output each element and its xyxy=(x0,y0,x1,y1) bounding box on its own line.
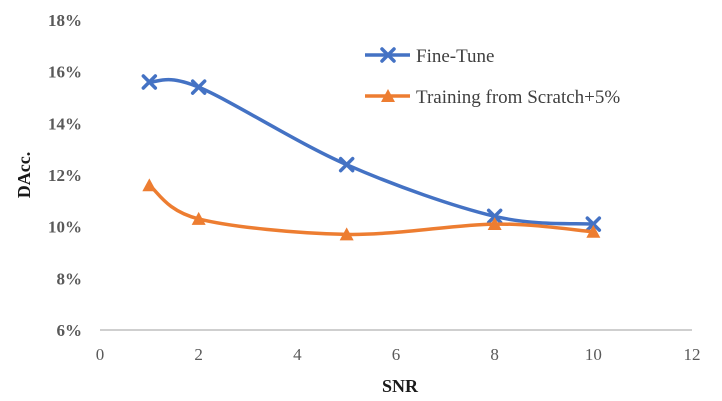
y-tick-label: 14% xyxy=(48,114,82,133)
x-tick-label: 0 xyxy=(96,345,105,364)
series-line xyxy=(148,183,594,237)
legend-label: Fine-Tune xyxy=(416,46,494,67)
y-tick-label: 6% xyxy=(57,321,83,340)
x-tick-label: 4 xyxy=(293,345,302,364)
data-point xyxy=(339,227,354,241)
x-tick-labels: 0 2 4 6 8 10 12 xyxy=(96,345,701,364)
x-tick-label: 2 xyxy=(194,345,203,364)
data-point xyxy=(585,216,602,232)
legend: Fine-Tune Training from Scratch+5% xyxy=(365,46,620,108)
x-tick-label: 8 xyxy=(490,345,499,364)
series-1 xyxy=(141,74,602,232)
data-point xyxy=(338,156,355,173)
data-point xyxy=(141,74,158,90)
data-point xyxy=(586,224,601,238)
y-tick-label: 16% xyxy=(48,63,82,82)
legend-label: Training from Scratch+5% xyxy=(416,87,620,108)
x-tick-label: 12 xyxy=(684,345,701,364)
data-point xyxy=(487,217,502,231)
y-tick-label: 12% xyxy=(48,166,82,185)
x-tick-label: 10 xyxy=(585,345,602,364)
legend-marker xyxy=(380,47,396,63)
x-axis-title: SNR xyxy=(382,376,419,396)
data-point xyxy=(486,208,503,225)
series-layer xyxy=(141,74,602,241)
y-tick-label: 8% xyxy=(57,269,83,288)
y-tick-labels: 6% 8% 10% 12% 14% 16% 18% xyxy=(48,11,82,340)
y-tick-label: 10% xyxy=(48,218,82,237)
data-point xyxy=(142,178,157,192)
legend-marker xyxy=(381,89,395,102)
data-point xyxy=(191,211,206,225)
x-tick-label: 6 xyxy=(392,345,401,364)
legend-item: Training from Scratch+5% xyxy=(365,87,620,108)
series-2 xyxy=(142,178,601,241)
legend-item: Fine-Tune xyxy=(365,46,494,67)
data-point xyxy=(190,79,207,95)
y-axis-title: DAcc. xyxy=(14,152,34,198)
y-tick-label: 18% xyxy=(48,11,82,30)
